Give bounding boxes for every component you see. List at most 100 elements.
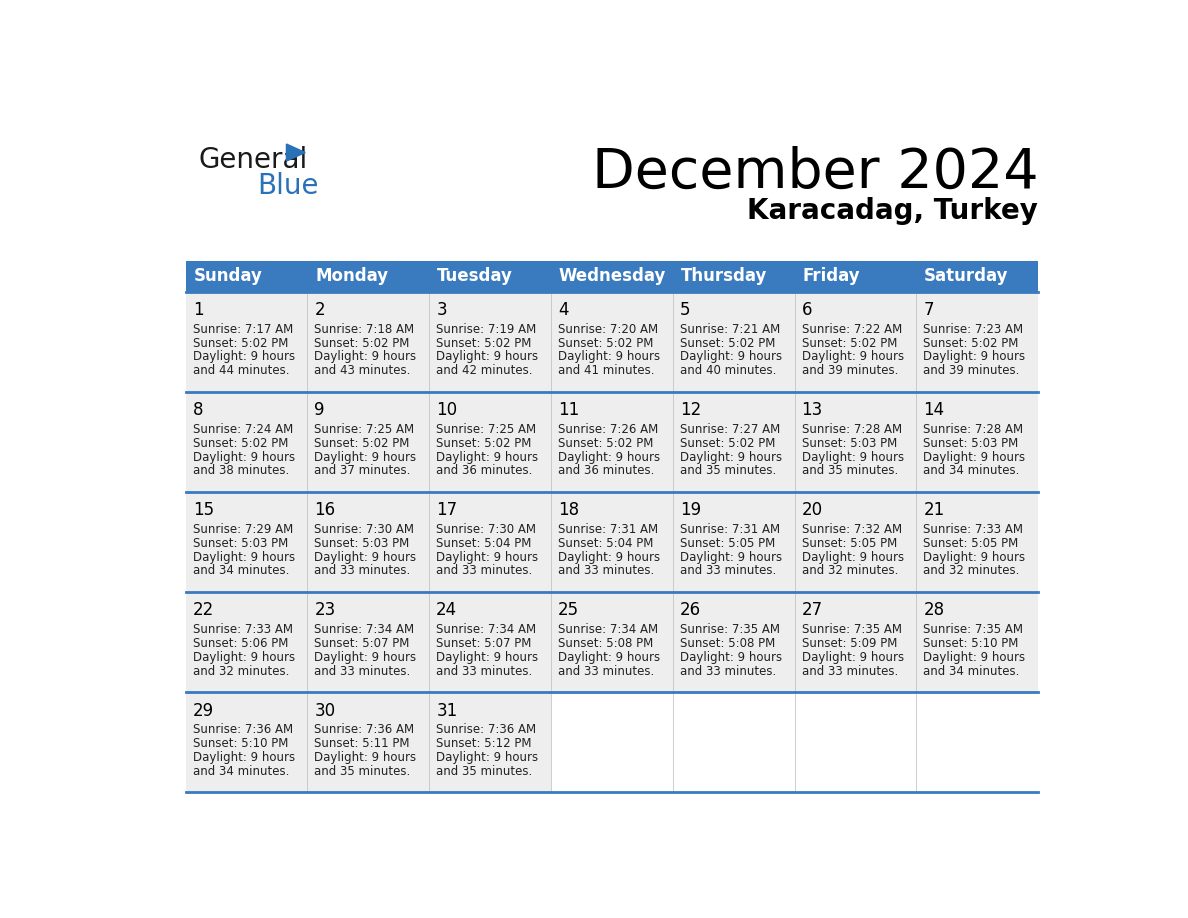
Text: Monday: Monday <box>315 267 388 285</box>
Text: Sunset: 5:10 PM: Sunset: 5:10 PM <box>192 737 287 750</box>
Text: Daylight: 9 hours: Daylight: 9 hours <box>436 651 538 664</box>
Bar <box>429 492 551 592</box>
Bar <box>916 692 1038 792</box>
Text: Sunrise: 7:18 AM: Sunrise: 7:18 AM <box>315 323 415 336</box>
Text: Daylight: 9 hours: Daylight: 9 hours <box>558 351 661 364</box>
Text: 2: 2 <box>315 301 326 319</box>
Bar <box>185 392 308 492</box>
Text: and 35 minutes.: and 35 minutes. <box>802 465 898 477</box>
Text: 5: 5 <box>680 301 690 319</box>
Text: and 33 minutes.: and 33 minutes. <box>558 665 655 677</box>
Text: Daylight: 9 hours: Daylight: 9 hours <box>436 751 538 764</box>
Bar <box>672 492 795 592</box>
Bar <box>308 492 429 592</box>
Text: Sunrise: 7:34 AM: Sunrise: 7:34 AM <box>436 623 536 636</box>
Text: 15: 15 <box>192 501 214 520</box>
Text: Sunset: 5:07 PM: Sunset: 5:07 PM <box>315 637 410 650</box>
Text: 17: 17 <box>436 501 457 520</box>
Text: Daylight: 9 hours: Daylight: 9 hours <box>192 451 295 464</box>
Text: Sunset: 5:05 PM: Sunset: 5:05 PM <box>802 537 897 550</box>
Text: Daylight: 9 hours: Daylight: 9 hours <box>802 551 904 564</box>
Bar <box>185 261 308 292</box>
Text: Sunset: 5:02 PM: Sunset: 5:02 PM <box>315 437 410 450</box>
Bar <box>916 292 1038 392</box>
Text: and 40 minutes.: and 40 minutes. <box>680 364 776 377</box>
Text: Daylight: 9 hours: Daylight: 9 hours <box>192 751 295 764</box>
Bar <box>795 392 916 492</box>
Text: Sunrise: 7:35 AM: Sunrise: 7:35 AM <box>923 623 1023 636</box>
Bar <box>551 492 672 592</box>
Bar <box>672 292 795 392</box>
Text: Sunset: 5:04 PM: Sunset: 5:04 PM <box>436 537 531 550</box>
Text: and 35 minutes.: and 35 minutes. <box>680 465 776 477</box>
Text: Daylight: 9 hours: Daylight: 9 hours <box>315 551 417 564</box>
Text: Sunrise: 7:28 AM: Sunrise: 7:28 AM <box>802 423 902 436</box>
Text: General: General <box>198 146 308 174</box>
Text: Sunrise: 7:17 AM: Sunrise: 7:17 AM <box>192 323 293 336</box>
Text: Sunset: 5:02 PM: Sunset: 5:02 PM <box>802 337 897 350</box>
Bar <box>672 261 795 292</box>
Text: Sunset: 5:09 PM: Sunset: 5:09 PM <box>802 637 897 650</box>
Bar <box>429 292 551 392</box>
Text: and 42 minutes.: and 42 minutes. <box>436 364 532 377</box>
Text: Daylight: 9 hours: Daylight: 9 hours <box>802 351 904 364</box>
Text: Sunset: 5:02 PM: Sunset: 5:02 PM <box>558 337 653 350</box>
Text: Daylight: 9 hours: Daylight: 9 hours <box>315 751 417 764</box>
Text: and 34 minutes.: and 34 minutes. <box>192 565 289 577</box>
Text: Sunset: 5:03 PM: Sunset: 5:03 PM <box>192 537 287 550</box>
Text: 11: 11 <box>558 401 580 420</box>
Text: Daylight: 9 hours: Daylight: 9 hours <box>192 351 295 364</box>
Text: December 2024: December 2024 <box>592 146 1038 199</box>
Bar <box>795 492 916 592</box>
Text: and 32 minutes.: and 32 minutes. <box>923 565 1019 577</box>
Bar <box>185 692 308 792</box>
Text: Sunrise: 7:33 AM: Sunrise: 7:33 AM <box>923 523 1023 536</box>
Text: Sunset: 5:02 PM: Sunset: 5:02 PM <box>315 337 410 350</box>
Text: and 33 minutes.: and 33 minutes. <box>436 665 532 677</box>
Bar <box>308 592 429 692</box>
Bar <box>672 692 795 792</box>
Text: Sunset: 5:05 PM: Sunset: 5:05 PM <box>680 537 775 550</box>
Text: Daylight: 9 hours: Daylight: 9 hours <box>802 651 904 664</box>
Text: 26: 26 <box>680 601 701 620</box>
Text: Sunset: 5:02 PM: Sunset: 5:02 PM <box>436 437 531 450</box>
Text: 22: 22 <box>192 601 214 620</box>
Text: Daylight: 9 hours: Daylight: 9 hours <box>436 451 538 464</box>
Text: Sunrise: 7:34 AM: Sunrise: 7:34 AM <box>315 623 415 636</box>
Text: Sunrise: 7:31 AM: Sunrise: 7:31 AM <box>680 523 781 536</box>
Text: 29: 29 <box>192 701 214 720</box>
Text: and 34 minutes.: and 34 minutes. <box>923 665 1019 677</box>
Text: Sunrise: 7:28 AM: Sunrise: 7:28 AM <box>923 423 1024 436</box>
Text: 24: 24 <box>436 601 457 620</box>
Text: Sunset: 5:06 PM: Sunset: 5:06 PM <box>192 637 287 650</box>
Bar <box>672 592 795 692</box>
Text: Tuesday: Tuesday <box>437 267 513 285</box>
Bar <box>551 392 672 492</box>
Text: 21: 21 <box>923 501 944 520</box>
Text: Sunrise: 7:31 AM: Sunrise: 7:31 AM <box>558 523 658 536</box>
Bar <box>795 261 916 292</box>
Text: 10: 10 <box>436 401 457 420</box>
Text: Sunrise: 7:24 AM: Sunrise: 7:24 AM <box>192 423 293 436</box>
Text: and 32 minutes.: and 32 minutes. <box>192 665 289 677</box>
Text: and 33 minutes.: and 33 minutes. <box>436 565 532 577</box>
Text: Sunrise: 7:25 AM: Sunrise: 7:25 AM <box>436 423 536 436</box>
Bar <box>916 261 1038 292</box>
Text: Daylight: 9 hours: Daylight: 9 hours <box>192 651 295 664</box>
Text: Sunrise: 7:35 AM: Sunrise: 7:35 AM <box>802 623 902 636</box>
Bar <box>795 292 916 392</box>
Text: Daylight: 9 hours: Daylight: 9 hours <box>680 551 782 564</box>
Text: Sunrise: 7:36 AM: Sunrise: 7:36 AM <box>315 723 415 736</box>
Bar <box>916 592 1038 692</box>
Text: Daylight: 9 hours: Daylight: 9 hours <box>436 351 538 364</box>
Text: and 34 minutes.: and 34 minutes. <box>192 765 289 778</box>
Bar <box>429 592 551 692</box>
Text: 7: 7 <box>923 301 934 319</box>
Bar <box>916 392 1038 492</box>
Text: Sunrise: 7:26 AM: Sunrise: 7:26 AM <box>558 423 658 436</box>
Text: Sunrise: 7:34 AM: Sunrise: 7:34 AM <box>558 623 658 636</box>
Text: 4: 4 <box>558 301 569 319</box>
Text: 16: 16 <box>315 501 335 520</box>
Text: Saturday: Saturday <box>924 267 1009 285</box>
Text: Daylight: 9 hours: Daylight: 9 hours <box>802 451 904 464</box>
